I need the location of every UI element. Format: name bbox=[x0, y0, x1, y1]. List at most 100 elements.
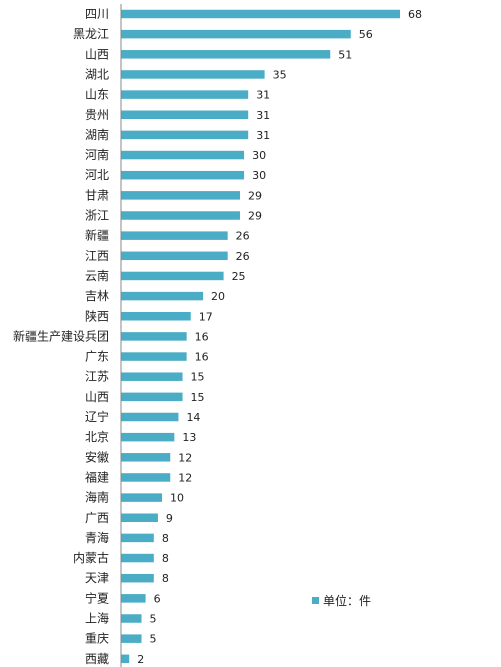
data-label: 30 bbox=[252, 169, 266, 182]
data-label: 2 bbox=[137, 653, 144, 666]
bar bbox=[121, 654, 130, 664]
data-label: 15 bbox=[191, 391, 205, 404]
category-label: 重庆 bbox=[85, 632, 109, 646]
category-label: 河北 bbox=[85, 168, 109, 182]
data-label: 15 bbox=[191, 371, 205, 384]
category-label: 江苏 bbox=[85, 370, 109, 384]
category-label: 甘肃 bbox=[85, 188, 109, 202]
data-label: 51 bbox=[338, 48, 352, 61]
category-label: 广西 bbox=[85, 511, 109, 525]
data-label: 26 bbox=[236, 250, 250, 263]
category-label: 贵州 bbox=[85, 108, 109, 122]
category-label: 西藏 bbox=[85, 652, 109, 666]
bar bbox=[121, 493, 163, 502]
category-label: 内蒙古 bbox=[73, 550, 109, 565]
category-label: 广东 bbox=[85, 350, 109, 364]
category-label: 云南 bbox=[85, 268, 109, 283]
bar bbox=[121, 553, 154, 563]
data-label: 16 bbox=[195, 351, 209, 364]
data-label: 68 bbox=[408, 8, 422, 21]
bar bbox=[121, 432, 175, 442]
category-label: 新疆 bbox=[85, 228, 109, 243]
data-label: 16 bbox=[195, 330, 209, 343]
data-label: 29 bbox=[248, 189, 262, 202]
bar bbox=[121, 211, 240, 220]
bar bbox=[121, 614, 142, 623]
bar bbox=[121, 412, 179, 422]
bar bbox=[121, 573, 154, 583]
category-label: 湖北 bbox=[85, 66, 109, 81]
bar bbox=[121, 130, 249, 140]
legend-swatch bbox=[312, 597, 319, 604]
data-label: 20 bbox=[211, 290, 225, 303]
category-label: 湖南 bbox=[85, 127, 109, 142]
bar bbox=[121, 170, 245, 180]
bar bbox=[121, 634, 142, 643]
category-label: 黑龙江 bbox=[73, 27, 109, 41]
bar bbox=[121, 110, 249, 119]
bar bbox=[121, 50, 331, 59]
bar bbox=[121, 332, 187, 341]
category-label: 山东 bbox=[85, 88, 109, 102]
legend: 单位：件 bbox=[312, 593, 371, 608]
data-label: 12 bbox=[178, 451, 192, 464]
bar bbox=[121, 352, 187, 361]
category-label: 海南 bbox=[85, 490, 109, 505]
bar bbox=[121, 473, 171, 482]
category-label: 山西 bbox=[85, 390, 109, 404]
data-label: 12 bbox=[178, 471, 192, 484]
data-label: 30 bbox=[252, 149, 266, 162]
bar bbox=[121, 29, 351, 39]
category-label: 新疆生产建设兵团 bbox=[13, 328, 109, 343]
data-label: 25 bbox=[232, 270, 246, 283]
data-label: 56 bbox=[359, 28, 373, 41]
data-label: 29 bbox=[248, 210, 262, 223]
data-label: 35 bbox=[273, 68, 287, 81]
category-label: 四川 bbox=[85, 7, 109, 21]
bar bbox=[121, 271, 224, 281]
data-label: 5 bbox=[150, 633, 157, 646]
category-label: 福建 bbox=[85, 469, 109, 484]
category-label: 吉林 bbox=[85, 289, 109, 303]
bar bbox=[121, 231, 228, 240]
bar bbox=[121, 90, 249, 99]
data-label: 5 bbox=[150, 613, 157, 626]
bar bbox=[121, 372, 183, 381]
bar bbox=[121, 70, 265, 79]
data-label: 31 bbox=[256, 129, 270, 142]
data-label: 8 bbox=[162, 532, 169, 545]
bar bbox=[121, 150, 245, 160]
data-label: 9 bbox=[166, 512, 173, 525]
data-label: 14 bbox=[186, 411, 200, 424]
data-label: 8 bbox=[162, 552, 169, 565]
category-label: 浙江 bbox=[85, 209, 109, 223]
data-label: 31 bbox=[256, 89, 270, 102]
bar bbox=[121, 191, 240, 200]
category-label: 山西 bbox=[85, 47, 109, 61]
data-label: 10 bbox=[170, 492, 184, 505]
category-label: 安徽 bbox=[85, 449, 109, 464]
bar bbox=[121, 594, 146, 603]
category-label: 陕西 bbox=[85, 308, 109, 323]
data-label: 13 bbox=[182, 431, 196, 444]
legend-label: 单位：件 bbox=[323, 593, 371, 608]
category-label: 江西 bbox=[85, 249, 109, 263]
category-label: 上海 bbox=[85, 611, 109, 626]
bar bbox=[121, 392, 183, 402]
bar bbox=[121, 312, 191, 321]
category-label: 天津 bbox=[85, 571, 109, 585]
category-label: 辽宁 bbox=[85, 409, 109, 424]
bar bbox=[121, 453, 171, 462]
bar bbox=[121, 513, 158, 522]
bar bbox=[121, 533, 154, 543]
data-label: 26 bbox=[236, 230, 250, 243]
bar bbox=[121, 251, 228, 261]
data-label: 6 bbox=[154, 592, 161, 605]
bar bbox=[121, 291, 204, 301]
bar bbox=[121, 9, 400, 19]
category-label: 青海 bbox=[85, 530, 109, 545]
data-label: 17 bbox=[199, 310, 213, 323]
category-label: 河南 bbox=[85, 147, 109, 162]
